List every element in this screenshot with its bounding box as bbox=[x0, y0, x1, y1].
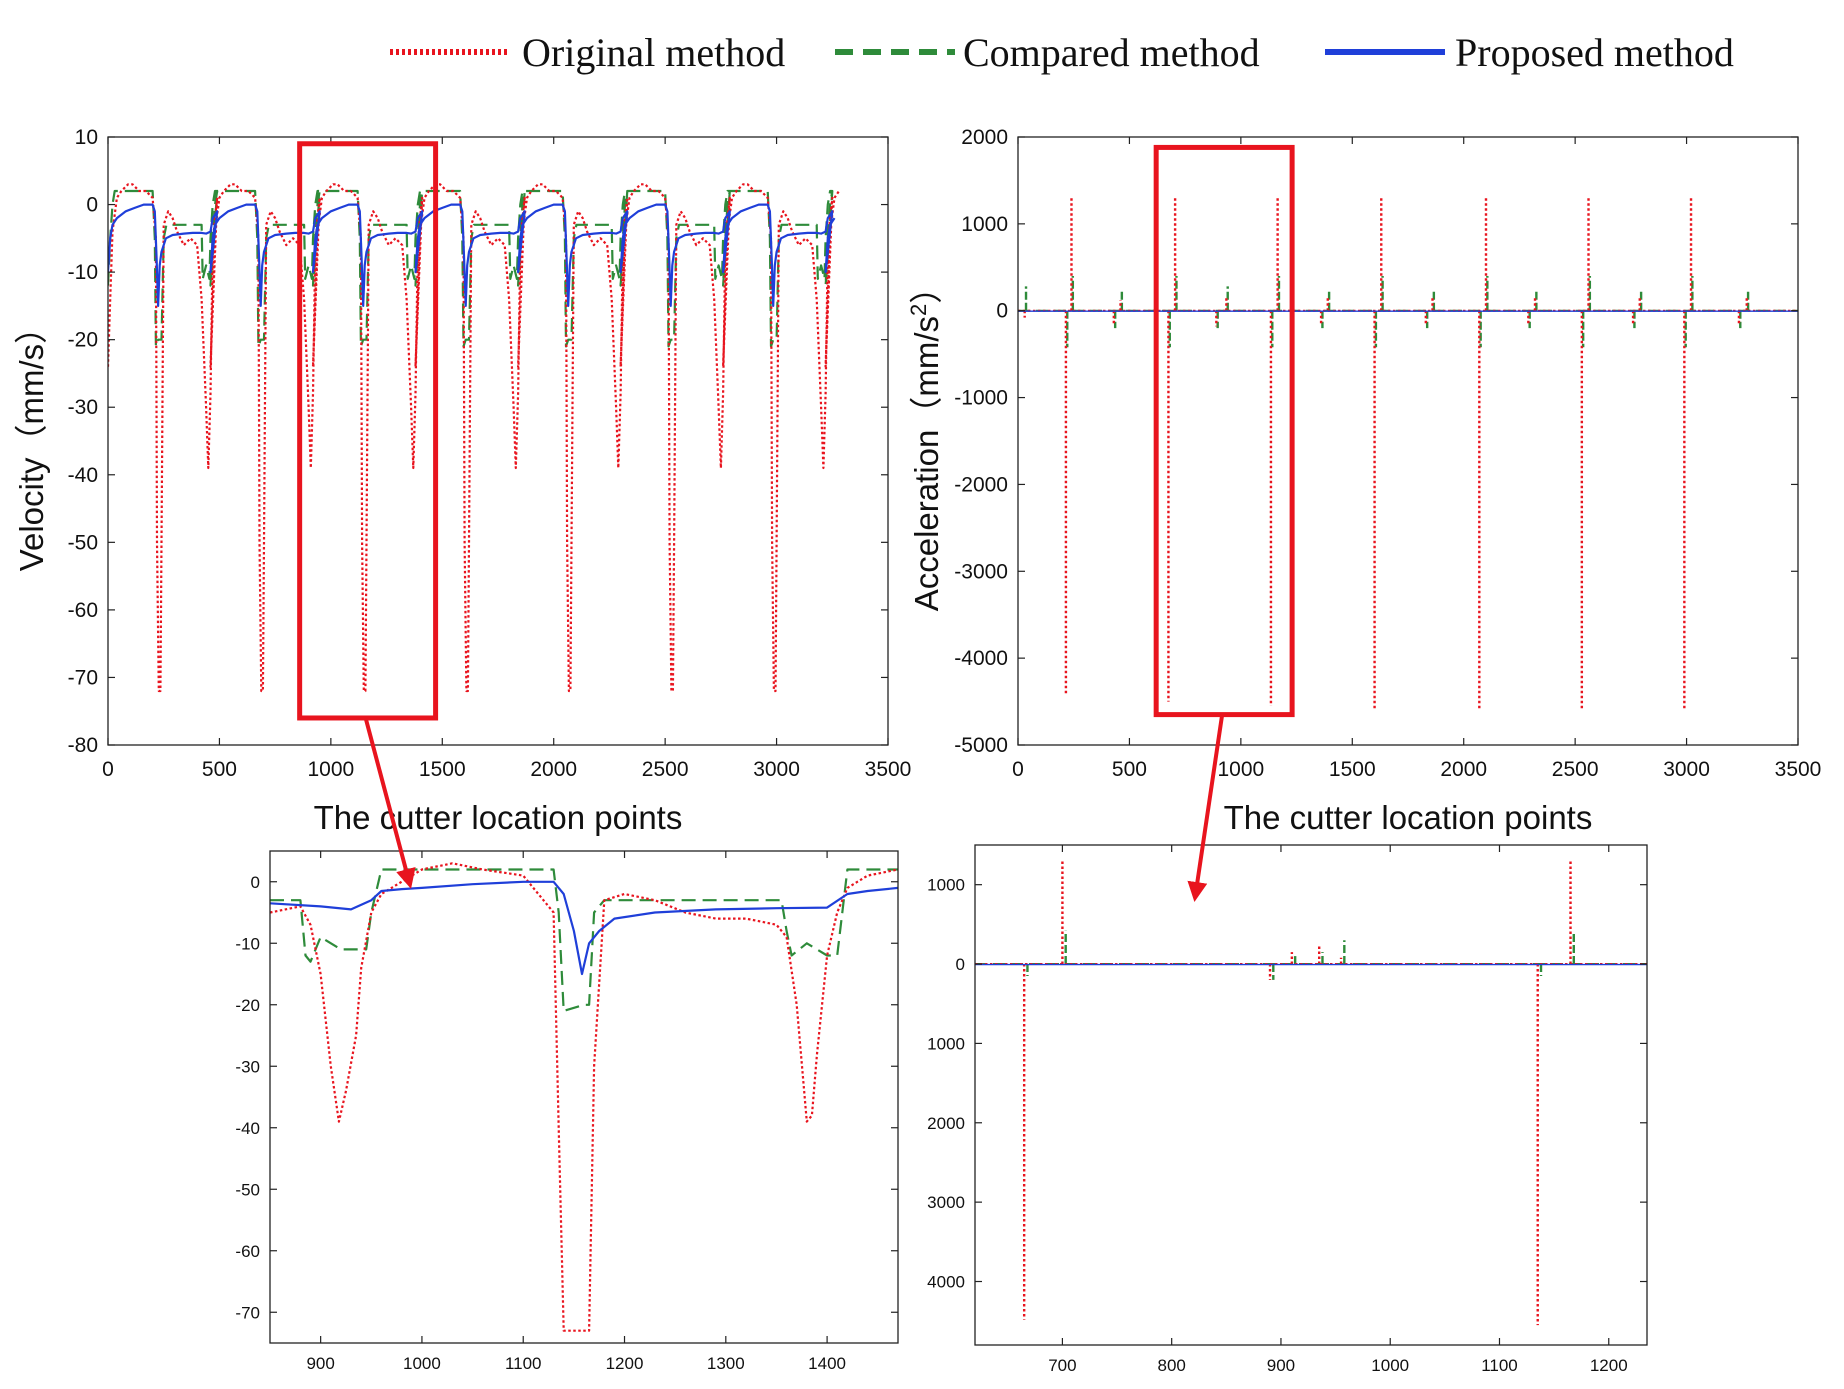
y-tick-label: 1000 bbox=[927, 876, 965, 895]
y-axis-label: Velocity（mm/s） bbox=[13, 311, 50, 571]
plot-frame bbox=[1017, 136, 1799, 746]
x-tick-label: 3500 bbox=[1775, 758, 1822, 781]
y-tick-label: -4000 bbox=[954, 647, 1008, 670]
x-tick-label: 2500 bbox=[642, 758, 689, 781]
y-tick-label: -2000 bbox=[954, 473, 1008, 496]
y-tick-label: -10 bbox=[68, 261, 98, 284]
legend-label: Compared method bbox=[963, 30, 1260, 75]
x-tick-label: 2000 bbox=[1440, 758, 1487, 781]
series-line-compared-method bbox=[270, 868, 898, 1012]
y-axis-label-unit: （mm/s） bbox=[13, 311, 50, 458]
y-tick-label: -40 bbox=[68, 464, 98, 487]
x-tick-label: 800 bbox=[1157, 1356, 1185, 1375]
acceleration-zoom-chart: 700 800 900 1000 1100 1200 1000 0 1000 2000 3000 40… bbox=[927, 844, 1648, 1375]
y-tick-label: -40 bbox=[235, 1119, 260, 1138]
y-tick-label: -50 bbox=[68, 531, 98, 554]
y-tick-label: -10 bbox=[235, 934, 260, 953]
y-tick-label: -20 bbox=[235, 996, 260, 1015]
plot-frame bbox=[974, 844, 1648, 1346]
y-tick-label: -50 bbox=[235, 1180, 260, 1199]
callout-arrow-velocity bbox=[363, 717, 416, 889]
x-axis-label: The cutter location points bbox=[1224, 799, 1593, 836]
x-tick-label: 1500 bbox=[1329, 758, 1376, 781]
y-tick-label: -80 bbox=[68, 734, 98, 757]
series-line-original-method bbox=[108, 183, 840, 693]
y-axis-label-close: ） bbox=[908, 271, 945, 304]
plot-frame bbox=[107, 136, 889, 746]
series-line-proposed-method bbox=[270, 880, 898, 976]
y-tick-label: 3000 bbox=[927, 1193, 965, 1212]
x-tick-label: 1200 bbox=[1590, 1356, 1628, 1375]
x-tick-label: 3000 bbox=[1663, 758, 1710, 781]
x-tick-label: 1000 bbox=[1217, 758, 1264, 781]
y-axis-label-unit: （mm/s bbox=[908, 316, 945, 430]
x-tick-label: 1100 bbox=[505, 1354, 542, 1373]
x-tick-label: 0 bbox=[102, 758, 114, 781]
x-tick-label: 2000 bbox=[530, 758, 577, 781]
x-tick-label: 1300 bbox=[707, 1354, 745, 1373]
y-tick-label: -70 bbox=[68, 666, 98, 689]
x-tick-label: 1400 bbox=[808, 1354, 846, 1373]
y-axis-label-main: Velocity bbox=[13, 457, 50, 571]
zoom-callouts bbox=[363, 714, 1225, 902]
y-tick-label: 0 bbox=[956, 955, 965, 974]
x-tick-label: 1500 bbox=[419, 758, 466, 781]
x-tick-label: 3000 bbox=[753, 758, 800, 781]
x-tick-label: 1000 bbox=[1371, 1356, 1409, 1375]
y-tick-label: 2000 bbox=[927, 1114, 965, 1133]
x-tick-label: 900 bbox=[1267, 1356, 1295, 1375]
y-axis-label: Acceleration（mm/s2） bbox=[906, 271, 945, 612]
y-tick-label: 0 bbox=[996, 300, 1008, 323]
x-tick-label: 0 bbox=[1012, 758, 1024, 781]
y-tick-label: 0 bbox=[251, 873, 260, 892]
velocity-zoom-chart: 900 1000 1100 1200 1300 1400 0 -10 -20 -30 -40 -50 -… bbox=[235, 850, 899, 1373]
acceleration-chart: 0 500 1000 1500 2000 2500 3000 3500 2000 1000 0 -10… bbox=[906, 126, 1821, 836]
y-tick-label: 4000 bbox=[927, 1273, 965, 1292]
series-line-proposed-method bbox=[108, 203, 836, 307]
x-tick-label: 1000 bbox=[403, 1354, 441, 1373]
series-line-original-method bbox=[270, 862, 898, 1332]
x-axis-label: The cutter location points bbox=[314, 799, 683, 836]
y-tick-label: -1000 bbox=[954, 387, 1008, 410]
callout-arrow-acceleration bbox=[1187, 714, 1225, 902]
y-tick-label: -70 bbox=[235, 1303, 260, 1322]
y-tick-label: 1000 bbox=[927, 1034, 965, 1053]
y-axis-label-main: Acceleration bbox=[908, 430, 945, 612]
zoom-highlight-box bbox=[1153, 144, 1295, 718]
y-tick-label: -5000 bbox=[954, 734, 1008, 757]
plot-frame bbox=[269, 850, 899, 1344]
y-tick-label: -60 bbox=[235, 1242, 260, 1261]
y-tick-label: 1000 bbox=[961, 213, 1008, 236]
y-axis-label-sup: 2 bbox=[906, 304, 931, 316]
x-tick-label: 700 bbox=[1048, 1356, 1076, 1375]
y-tick-label: 0 bbox=[86, 194, 98, 217]
y-tick-label: 10 bbox=[75, 126, 98, 149]
legend-label: Proposed method bbox=[1455, 30, 1734, 75]
x-tick-label: 900 bbox=[306, 1354, 334, 1373]
y-tick-label: -20 bbox=[68, 329, 98, 352]
x-tick-label: 2500 bbox=[1552, 758, 1599, 781]
x-tick-label: 500 bbox=[202, 758, 237, 781]
y-tick-label: 2000 bbox=[961, 126, 1008, 149]
velocity-chart: 0 500 1000 1500 2000 2500 3000 3500 10 0 -10 -20 -30… bbox=[13, 126, 911, 836]
y-tick-label: -30 bbox=[235, 1057, 260, 1076]
y-tick-label: -60 bbox=[68, 599, 98, 622]
x-tick-label: 500 bbox=[1112, 758, 1147, 781]
x-tick-label: 1000 bbox=[307, 758, 354, 781]
legend-label: Original method bbox=[522, 30, 785, 75]
x-tick-label: 1200 bbox=[606, 1354, 644, 1373]
y-tick-label: -30 bbox=[68, 396, 98, 419]
legend: Original method Compared method Proposed m… bbox=[390, 30, 1734, 75]
y-tick-label: -3000 bbox=[954, 560, 1008, 583]
x-tick-label: 3500 bbox=[865, 758, 912, 781]
x-tick-label: 1100 bbox=[1481, 1356, 1518, 1375]
